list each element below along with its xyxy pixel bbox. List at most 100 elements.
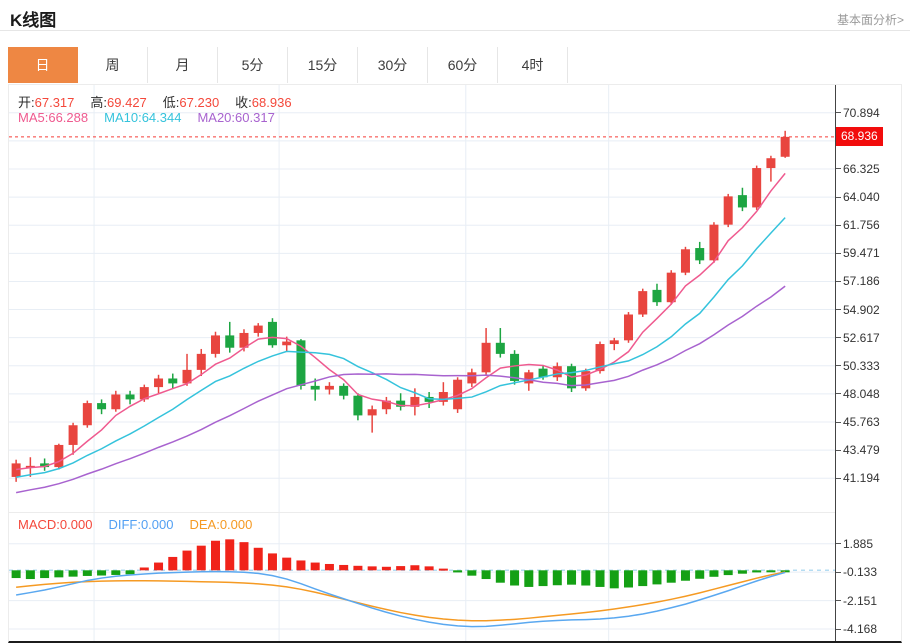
plot-column: 开:67.317 高:69.427 低:67.230 收:68.936 MA5:66.… — [9, 85, 835, 641]
y-axis-label: 66.325 — [836, 161, 880, 177]
y-axis-label: 64.040 — [836, 189, 880, 205]
candle — [253, 323, 263, 337]
candle — [481, 328, 491, 375]
macd-bar — [709, 570, 719, 577]
macd-bar — [666, 570, 676, 583]
candle — [709, 222, 719, 263]
macd-bar — [766, 570, 776, 573]
ma20-line — [15, 285, 786, 494]
candle — [82, 400, 92, 428]
price-axis: 70.894 66.325 64.040 61.756 59.471 57.186 54.9… — [835, 85, 902, 641]
macd-bar — [424, 566, 434, 571]
tab-4hour[interactable]: 4时 — [498, 47, 568, 83]
macd-bar — [752, 570, 762, 573]
macd-bar — [552, 570, 562, 586]
header: K线图 基本面分析> — [0, 0, 910, 31]
candle — [609, 337, 619, 351]
period-tabs: 日周月 5分 15分 30分 60分 4时 — [8, 47, 568, 83]
macd-bar — [538, 570, 548, 587]
fundamental-analysis-link[interactable]: 基本面分析> — [836, 13, 904, 27]
candle — [581, 368, 591, 391]
macd-axis-label: 1.885 — [836, 536, 873, 552]
macd-bar — [524, 570, 534, 587]
candle — [723, 193, 733, 228]
macd-bar — [410, 565, 420, 571]
macd-bar — [438, 568, 448, 571]
candle — [296, 339, 306, 390]
tab-day[interactable]: 日 — [8, 47, 78, 83]
candle — [680, 246, 690, 276]
candle — [396, 393, 406, 411]
macd-bar — [595, 570, 605, 587]
macd-bar — [581, 570, 591, 586]
macd-bar — [737, 570, 747, 574]
macd-bar — [624, 570, 633, 588]
tab-week[interactable]: 周 — [78, 47, 148, 83]
macd-bar — [125, 570, 135, 575]
y-axis-label: 45.763 — [836, 414, 880, 430]
candle — [467, 368, 477, 388]
candle — [68, 422, 78, 455]
macd-bar — [695, 570, 705, 579]
macd-bar — [780, 570, 790, 573]
macd-bar — [11, 570, 21, 579]
macd-bar — [253, 547, 263, 571]
macd-bar — [296, 560, 306, 571]
y-axis-label: 43.479 — [836, 442, 880, 458]
macd-bar — [139, 567, 149, 571]
ma10-line — [15, 217, 786, 478]
candle — [11, 459, 21, 482]
ma5-line — [16, 172, 786, 471]
candle — [381, 396, 391, 415]
dea-line — [16, 571, 786, 622]
macd-bar — [168, 556, 178, 571]
candle — [225, 321, 235, 353]
y-axis-label: 57.186 — [836, 273, 880, 289]
candlestick-chart-canvas — [9, 85, 835, 512]
candle — [438, 382, 448, 406]
macd-bar — [25, 570, 35, 580]
tab-15min[interactable]: 15分 — [288, 47, 358, 83]
macd-bar — [381, 566, 391, 571]
chart-container: 开:67.317 高:69.427 低:67.230 收:68.936 MA5:66.… — [8, 84, 902, 643]
macd-bar — [111, 570, 121, 575]
macd-axis-label: -0.133 — [836, 564, 877, 580]
candle — [168, 373, 178, 389]
macd-bar — [282, 557, 292, 571]
macd-bar — [82, 570, 92, 576]
macd-bar — [652, 570, 662, 585]
candle — [339, 383, 349, 400]
candle — [125, 390, 135, 405]
candle — [780, 130, 790, 158]
tab-60min[interactable]: 60分 — [428, 47, 498, 83]
macd-chart-canvas — [9, 513, 835, 641]
candle — [97, 399, 107, 415]
candle — [353, 393, 363, 421]
y-axis-label: 70.894 — [836, 105, 880, 121]
macd-bar — [367, 566, 377, 571]
candle — [567, 363, 577, 393]
candle — [752, 165, 762, 210]
y-axis-label: 41.194 — [836, 470, 880, 486]
tab-5min[interactable]: 5分 — [218, 47, 288, 83]
macd-bar — [638, 570, 648, 587]
y-axis-label: 54.902 — [836, 302, 880, 318]
macd-bar — [723, 570, 733, 576]
candle — [182, 353, 192, 386]
candle — [652, 283, 662, 306]
candle — [267, 318, 277, 348]
candle — [552, 362, 562, 381]
macd-bar — [310, 562, 320, 571]
macd-bar — [196, 545, 206, 571]
tab-30min[interactable]: 30分 — [358, 47, 428, 83]
macd-bar — [97, 570, 107, 576]
tab-month[interactable]: 月 — [148, 47, 218, 83]
macd-bar — [396, 566, 406, 571]
macd-axis-label: -2.151 — [836, 593, 877, 609]
y-axis-label: 59.471 — [836, 245, 880, 261]
macd-bar — [324, 563, 334, 571]
macd-bar — [680, 570, 690, 581]
y-axis-label: 50.333 — [836, 358, 880, 374]
current-price-badge: 68.936 — [836, 127, 883, 147]
macd-bar — [239, 542, 249, 571]
